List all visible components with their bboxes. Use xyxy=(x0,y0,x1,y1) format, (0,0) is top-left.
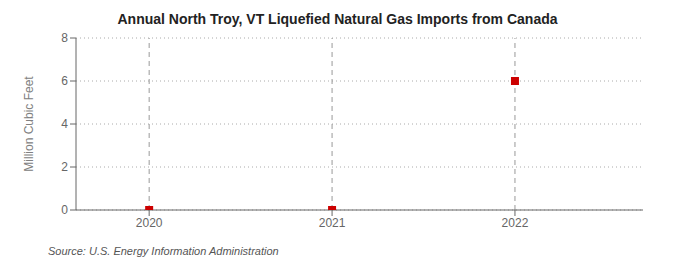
svg-text:2: 2 xyxy=(61,160,68,174)
html-text:Source: U.S. Energy Informatio: Source: U.S. Energy Information Administ… xyxy=(48,245,279,257)
svg-text:2020: 2020 xyxy=(136,216,163,230)
svg-text:6: 6 xyxy=(61,74,68,88)
svg-text:2021: 2021 xyxy=(319,216,346,230)
svg-text:Million Cubic Feet: Million Cubic Feet xyxy=(22,76,36,172)
svg-text:0: 0 xyxy=(61,203,68,217)
svg-text:2022: 2022 xyxy=(502,216,529,230)
svg-text:4: 4 xyxy=(61,117,68,131)
svg-text:8: 8 xyxy=(61,31,68,45)
html-text:Annual North Troy, VT Liquefie: Annual North Troy, VT Liquefied Natural … xyxy=(117,11,558,27)
